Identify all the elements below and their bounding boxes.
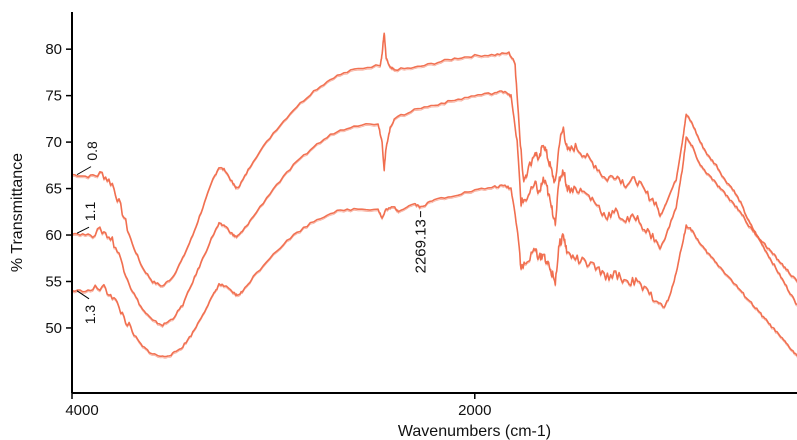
- series-leader-1.3: [76, 290, 90, 300]
- y-tick-label-60: 60: [45, 227, 62, 244]
- series-layer: [71, 32, 797, 359]
- axes-layer: [66, 12, 797, 399]
- y-tick-label-75: 75: [45, 88, 62, 105]
- series-leader-1.1: [76, 226, 90, 234]
- series-line-1.3: [71, 184, 797, 358]
- y-axis-title: % Transmittance: [9, 153, 26, 272]
- y-tick-label-70: 70: [45, 134, 62, 151]
- y-tick-label-50: 50: [45, 320, 62, 337]
- y-tick-label-80: 80: [45, 41, 62, 58]
- series-leader-0.8: [76, 166, 92, 176]
- series-line-1.1: [71, 90, 797, 327]
- annotation-label-0: 2269.13: [413, 219, 430, 273]
- x-tick-label-2000: 2000: [458, 402, 491, 419]
- series-label-0.8: 0.8: [84, 141, 100, 161]
- x-tick-label-4000: 4000: [65, 402, 98, 419]
- x-axis-title: Wavenumbers (cm-1): [398, 423, 551, 440]
- series-line-shadow-1.3: [71, 186, 797, 359]
- y-tick-label-55: 55: [45, 273, 62, 290]
- labels-layer: 50 55 60 65 70 75 80 4000 2000 Wavenumbers (cm-1)…: [9, 41, 551, 440]
- series-line-shadow-0.8: [71, 34, 797, 307]
- y-tick-label-65: 65: [45, 181, 62, 198]
- series-line-shadow-1.1: [71, 92, 797, 328]
- series-label-1.1: 1.1: [82, 201, 98, 221]
- series-label-1.3: 1.3: [82, 305, 98, 325]
